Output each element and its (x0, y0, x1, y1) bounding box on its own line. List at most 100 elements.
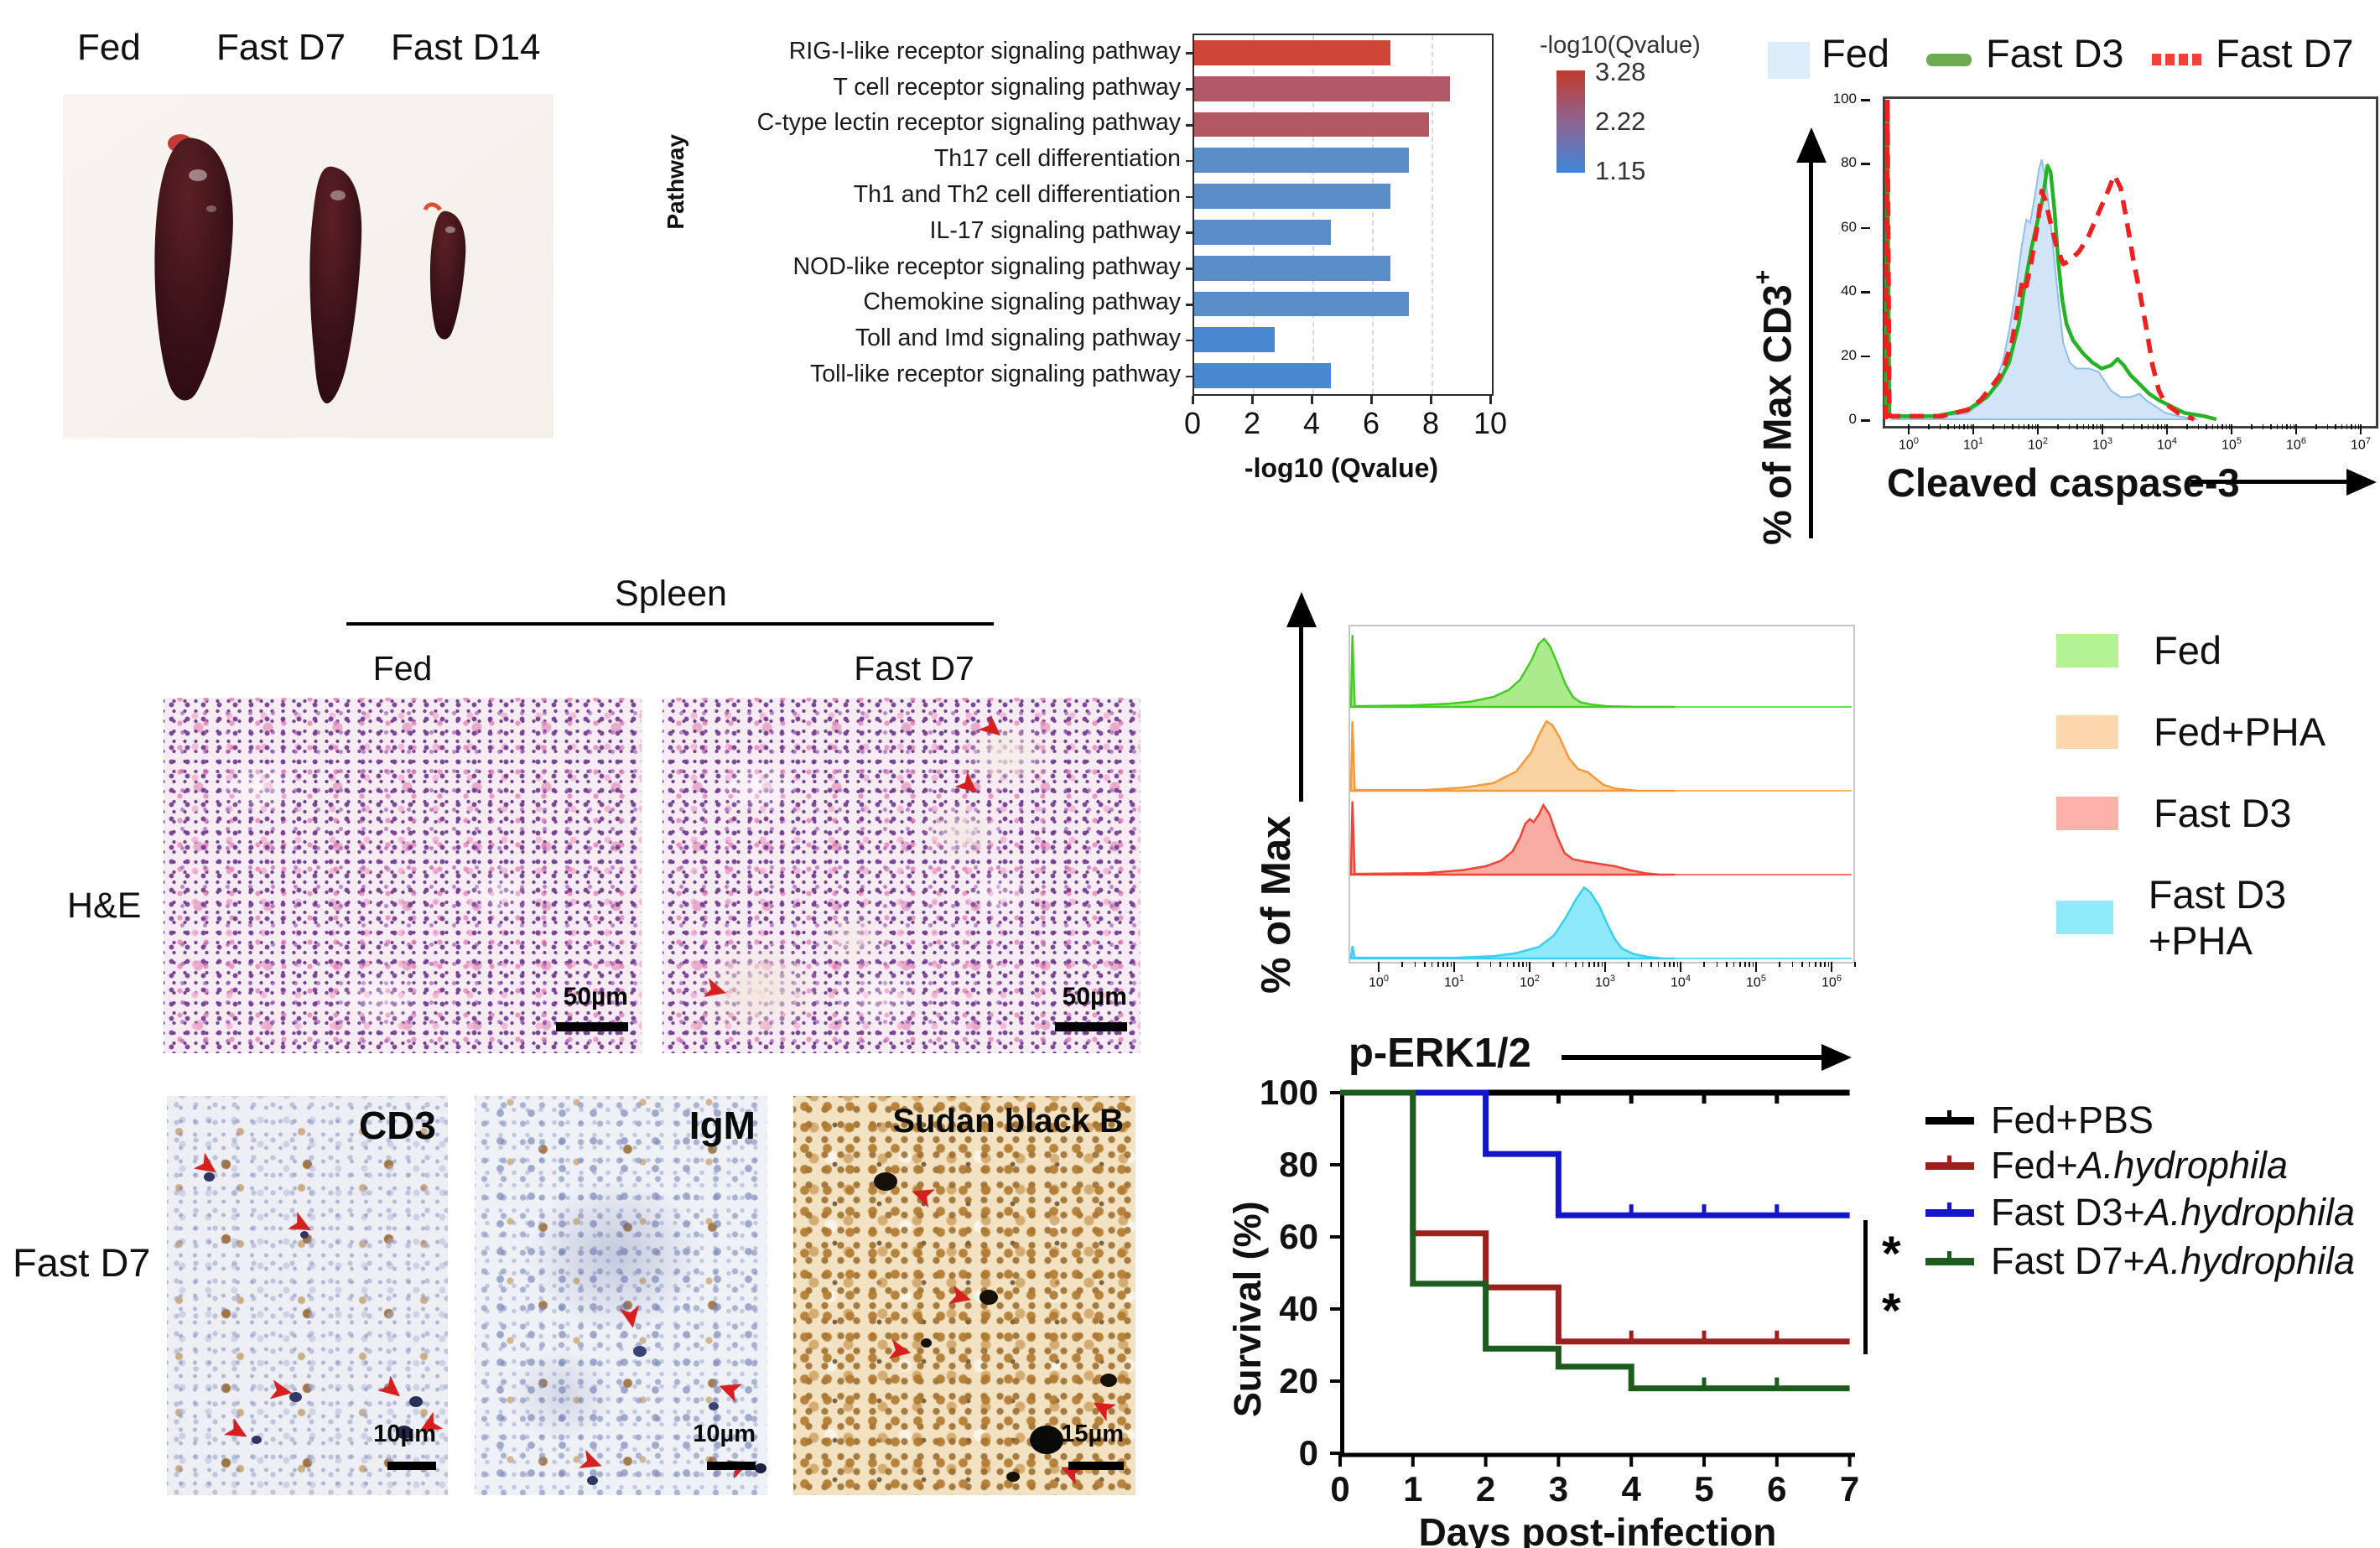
scale-label: 10µm (373, 1421, 436, 1447)
bar (1194, 220, 1332, 245)
x-tick (1453, 962, 1455, 972)
x-tick (1680, 962, 1681, 972)
gridline (1432, 35, 1433, 394)
scale-label: 10µm (693, 1421, 756, 1447)
survival-series (1340, 1089, 1850, 1218)
x-tick (1430, 396, 1432, 404)
ihc-label: CD3 (358, 1104, 436, 1147)
legend-line (1925, 1250, 1974, 1265)
x-minor-tick (1970, 424, 1972, 429)
x-minor-tick (1565, 962, 1567, 967)
x-minor-tick (1552, 962, 1554, 967)
x-tick (1604, 962, 1606, 972)
y-axis-arrow-icon (1286, 592, 1317, 627)
x-tick-label: 102 (2028, 436, 2048, 453)
x-minor-tick (2351, 424, 2352, 429)
x-minor-tick (2164, 424, 2165, 429)
spleen-fed (154, 134, 233, 401)
legend-label: Fast D3 (2154, 791, 2292, 835)
x-minor-tick (1477, 962, 1478, 967)
x-tick-label: 6 (1362, 406, 1380, 440)
x-minor-tick (2028, 424, 2029, 429)
x-minor-tick (2076, 424, 2078, 429)
x-minor-tick (2315, 424, 2317, 429)
x-minor-tick (2286, 424, 2288, 429)
x-tick (1251, 396, 1254, 404)
series-fastd7 (1883, 96, 2196, 422)
x-minor-tick (2222, 424, 2223, 429)
significance-star: * (1882, 1227, 1901, 1281)
y-tick (1861, 226, 1870, 230)
series-fed (1349, 635, 1675, 709)
x-minor-tick (2211, 424, 2214, 429)
colorbar-title: -log10(Qvalue) (1540, 32, 1701, 59)
legend-swatch (2056, 633, 2118, 668)
x-minor-tick (2293, 424, 2294, 429)
category-tick (1186, 124, 1193, 127)
category-tick (1186, 52, 1193, 55)
legend-swatch-fastd3 (1926, 54, 1972, 66)
x-minor-tick (1820, 962, 1821, 967)
survival-series (1340, 1089, 1850, 1392)
x-minor-tick (2354, 424, 2356, 429)
x-minor-tick (1953, 424, 1956, 429)
bar-ylabel: Pathway (663, 134, 689, 230)
perk-legend-item: Fed (2056, 627, 2222, 673)
category-tick (1186, 159, 1193, 163)
spleen-fastd7 (309, 166, 362, 404)
x-tick (1908, 424, 1910, 434)
x-minor-tick (1575, 962, 1577, 967)
he-image-fed: 50µm (164, 698, 642, 1053)
legend-line (1925, 1202, 1974, 1217)
x-tick (1489, 396, 1492, 404)
scale-bar (387, 1462, 436, 1470)
x-minor-tick (1749, 962, 1750, 967)
x-tick (2037, 424, 2039, 434)
series-fed-pha (1349, 719, 1675, 792)
legend-label-fastd3: Fast D3 (1986, 31, 2124, 75)
perk-legend-item: Fast D3 (2056, 790, 2292, 836)
x-minor-tick (1967, 424, 1968, 429)
y-tick-label: 0 (1298, 1433, 1318, 1473)
x-tick-label: 102 (1520, 974, 1540, 990)
x-tick-label: 106 (2286, 436, 2306, 453)
x-tick-label: 101 (1444, 974, 1464, 990)
x-minor-tick (1827, 962, 1830, 967)
x-tick-label: 4 (1302, 406, 1321, 440)
x-tick-label: 6 (1767, 1469, 1787, 1509)
colorbar-stop-low: 1.15 (1595, 156, 1646, 185)
x-minor-tick (1779, 962, 1780, 967)
x-tick-label: 7 (1839, 1469, 1860, 1509)
legend-label: Fast D3 +PHA (2148, 872, 2287, 963)
censor-tick-icon (1947, 1155, 1951, 1170)
category-label: IL-17 signaling pathway (929, 216, 1181, 244)
series-fed (1891, 158, 2198, 420)
legend-line (1925, 1155, 1974, 1170)
x-minor-tick (1744, 962, 1746, 967)
y-tick-label: 60 (1841, 218, 1857, 235)
scale-bar (1068, 1462, 1124, 1470)
perk-curves (1349, 635, 1852, 960)
ihc-row-label: Fast D7 (13, 1240, 151, 1285)
category-label: T cell receptor signaling pathway (833, 73, 1181, 101)
survival-xlabel: Days post-infection (1418, 1510, 1777, 1548)
x-minor-tick (2186, 424, 2188, 429)
x-tick (1831, 962, 1832, 972)
category-label: Th17 cell differentiation (933, 145, 1181, 173)
x-minor-tick (1824, 962, 1826, 967)
x-minor-tick (2262, 424, 2264, 429)
x-minor-tick (2018, 424, 2020, 429)
y-tick-label: 80 (1279, 1145, 1318, 1184)
x-tick-label: 104 (1671, 974, 1691, 990)
series-fastd3 (1884, 110, 2217, 422)
x-tick-label: 104 (2157, 436, 2177, 453)
ihc-image-igm: IgM 10µm (475, 1096, 767, 1495)
legend-label: Fast D3+A.hydrophila (1991, 1191, 2355, 1234)
photo-label-fastd14: Fast D14 (391, 27, 541, 68)
scale-label: 15µm (1061, 1421, 1124, 1447)
caspase-curves (1883, 96, 2217, 422)
survival-curves (1330, 1089, 1855, 1467)
x-minor-tick (2206, 424, 2207, 429)
he-col-label-fastd7: Fast D7 (854, 649, 974, 688)
legend-label: Fed (2154, 628, 2222, 673)
